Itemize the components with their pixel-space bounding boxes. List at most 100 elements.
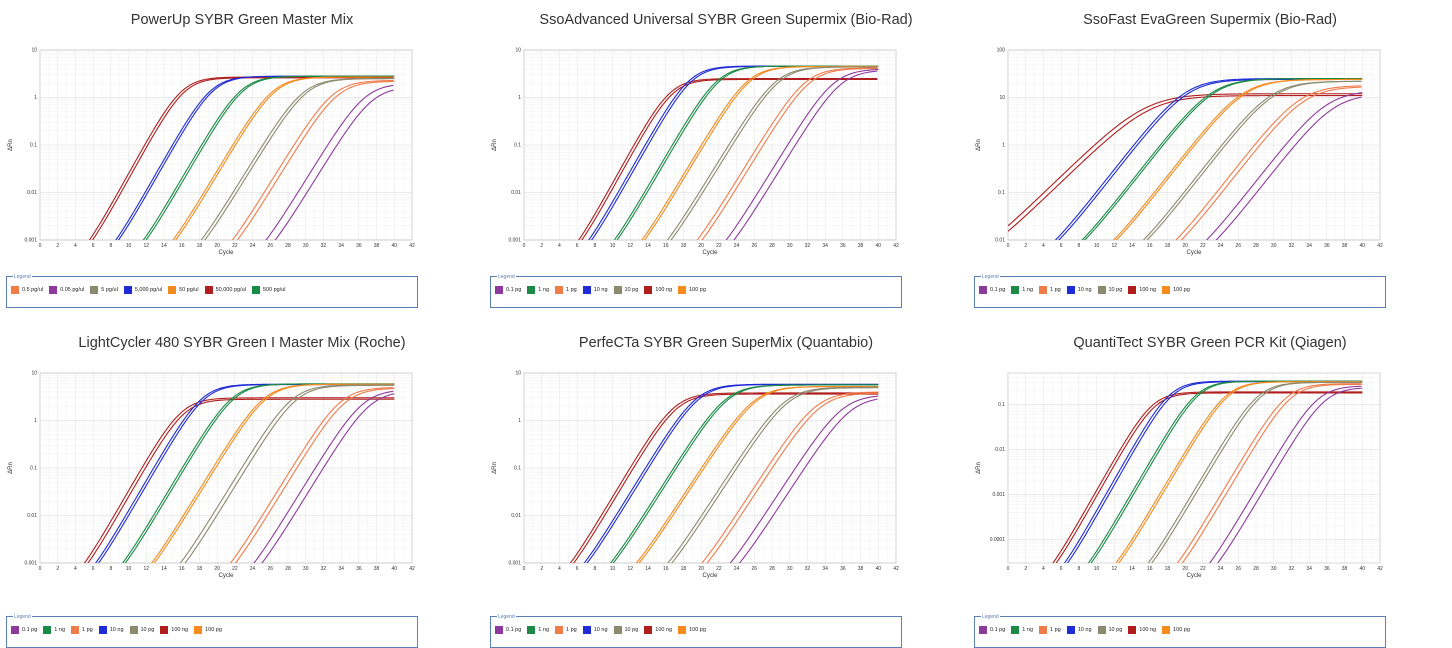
legend: Legend 0.1 pg 1 ng 1 pg 10 ng 10 pg 100 ng 100 …	[6, 614, 418, 648]
x-tick-label: 4	[1042, 243, 1045, 249]
legend-title: Legend	[497, 614, 516, 620]
x-tick-label: 32	[321, 566, 327, 572]
y-axis-label: ΔRn	[8, 139, 14, 151]
legend-item: 10 ng	[1066, 626, 1092, 634]
y-tick-label: 1	[34, 95, 37, 101]
legend-label: 100 ng	[1139, 627, 1157, 633]
legend-swatch	[1097, 286, 1106, 294]
legend-label: 100 pg	[1173, 287, 1190, 293]
y-tick-label: 0.1	[514, 143, 521, 149]
amplification-curve	[733, 70, 878, 240]
legend-label: 100 ng	[655, 627, 673, 633]
legend-item: 100 ng	[160, 626, 188, 634]
amplification-curve	[1180, 86, 1362, 240]
x-tick-label: 40	[392, 243, 398, 249]
x-tick-label: 24	[1218, 566, 1224, 572]
legend-label: 100 pg	[205, 627, 222, 633]
legend-swatch	[1128, 626, 1137, 634]
chart-panel: SsoFast EvaGreen Supermix (Bio-Rad) 0.01 0…	[968, 0, 1452, 323]
legend-item: 0.1 pg	[495, 626, 521, 634]
legend-item: 10 pg	[1097, 286, 1122, 294]
x-tick-label: 14	[161, 243, 167, 249]
x-tick-label: 22	[1200, 566, 1206, 572]
x-tick-label: 6	[1060, 566, 1063, 572]
legend-swatch	[527, 286, 536, 294]
legend-swatch	[1011, 286, 1020, 294]
y-axis-label: ΔRn	[492, 139, 498, 151]
x-tick-label: 2	[540, 566, 543, 572]
legend-item: 100 ng	[1128, 286, 1156, 294]
x-tick-label: 22	[1200, 243, 1206, 249]
legend-label: 100 ng	[171, 627, 189, 633]
amplification-curve	[1084, 78, 1363, 240]
legend-swatch	[555, 286, 564, 294]
x-tick-label: 18	[681, 243, 687, 249]
x-tick-label: 34	[822, 243, 828, 249]
legend-swatch	[1162, 626, 1171, 634]
legend-swatch	[1039, 626, 1048, 634]
x-tick-label: 4	[558, 566, 561, 572]
legend-swatch	[168, 286, 177, 294]
y-tick-label: 0.1	[30, 143, 37, 149]
x-tick-label: 34	[1306, 566, 1312, 572]
x-tick-label: 20	[698, 566, 704, 572]
x-axis-label: Cycle	[218, 573, 234, 579]
x-tick-label: 36	[356, 566, 362, 572]
legend-item: 0.1 pg	[979, 286, 1005, 294]
x-tick-label: 0	[39, 243, 42, 249]
x-tick-label: 16	[1147, 566, 1153, 572]
y-tick-label: 10	[515, 48, 521, 54]
legend-label: 1 pg	[566, 287, 577, 293]
legend-swatch	[1097, 626, 1106, 634]
x-axis-label: Cycle	[1186, 250, 1202, 256]
x-tick-label: 40	[1360, 243, 1366, 249]
series-group	[1008, 78, 1363, 240]
amplification-curve	[644, 65, 879, 240]
x-axis-label: Cycle	[702, 250, 718, 256]
legend-item: 0.05 pg/ul	[49, 286, 84, 294]
x-tick-label: 6	[92, 243, 95, 249]
legend-item: 10 ng	[1066, 286, 1092, 294]
amplification-curve	[1151, 381, 1363, 563]
legend-label: 5 pg/ul	[101, 287, 118, 293]
y-tick-label: 0.001	[24, 561, 37, 567]
x-tick-label: 40	[876, 566, 882, 572]
x-tick-label: 12	[1112, 243, 1118, 249]
x-tick-label: 8	[1077, 566, 1080, 572]
legend-swatch	[1039, 286, 1048, 294]
x-tick-label: 30	[1271, 243, 1277, 249]
x-tick-label: 8	[593, 243, 596, 249]
y-tick-label: 0.001	[508, 561, 521, 567]
y-tick-label: 1	[1002, 143, 1005, 149]
y-axis-label: ΔRn	[976, 139, 982, 151]
x-tick-label: 36	[1324, 243, 1330, 249]
x-tick-label: 14	[1129, 243, 1135, 249]
legend-item: 0.1 pg	[495, 286, 521, 294]
amplification-curve	[638, 385, 878, 563]
legend-swatch	[495, 286, 503, 294]
amplification-curve	[1008, 93, 1363, 227]
legend-swatch	[644, 626, 653, 634]
amplification-curve	[1052, 391, 1363, 563]
legend-title: Legend	[981, 274, 1000, 280]
x-tick-label: 28	[769, 243, 775, 249]
legend-label: 100 ng	[655, 287, 673, 293]
legend-swatch	[613, 626, 622, 634]
legend-item: 10 ng	[98, 626, 124, 634]
x-tick-label: 22	[716, 566, 722, 572]
legend: Legend 0.1 pg 1 ng 1 pg 10 ng 10 pg 100 ng 100 …	[490, 614, 902, 648]
legend-label: 10 pg	[624, 627, 639, 633]
amplification-curve	[274, 89, 394, 240]
x-tick-label: 32	[805, 566, 811, 572]
chart-title: SsoAdvanced Universal SYBR Green Supermi…	[539, 12, 913, 28]
legend-item: 10 pg	[613, 286, 638, 294]
legend-label: 1 ng	[538, 627, 550, 633]
legend-item: 100 pg	[194, 626, 222, 634]
legend-label: 1 pg	[1050, 627, 1061, 633]
legend-swatch	[194, 626, 203, 634]
x-tick-label: 12	[628, 243, 634, 249]
x-tick-label: 12	[144, 243, 150, 249]
legend-swatch	[527, 626, 536, 634]
legend-label: 10 pg	[140, 627, 155, 633]
